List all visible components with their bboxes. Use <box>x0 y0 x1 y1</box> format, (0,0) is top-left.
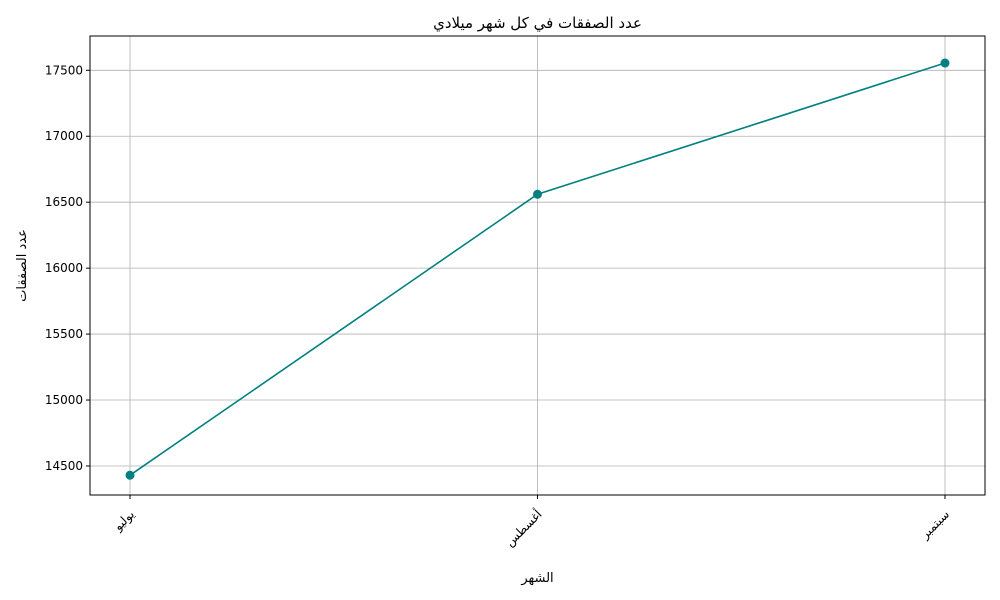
y-tick-label: 15500 <box>45 327 83 341</box>
y-tick-label: 17500 <box>45 63 83 77</box>
y-tick-label: 16000 <box>45 261 83 275</box>
data-point <box>940 58 950 68</box>
y-tick-label: 15000 <box>45 393 83 407</box>
y-tick-label: 14500 <box>45 459 83 473</box>
y-axis: 14500 15000 15500 16000 16500 17000 17500 <box>45 63 90 473</box>
y-axis-label: عدد الصفقات <box>15 229 30 302</box>
x-axis-label: الشهر <box>520 571 553 586</box>
y-tick-label: 16500 <box>45 195 83 209</box>
y-tick-label: 17000 <box>45 129 83 143</box>
data-point <box>125 470 135 480</box>
chart-title: عدد الصفقات في كل شهر ميلادي <box>433 14 642 33</box>
series-group <box>125 58 950 480</box>
data-point <box>533 189 542 199</box>
